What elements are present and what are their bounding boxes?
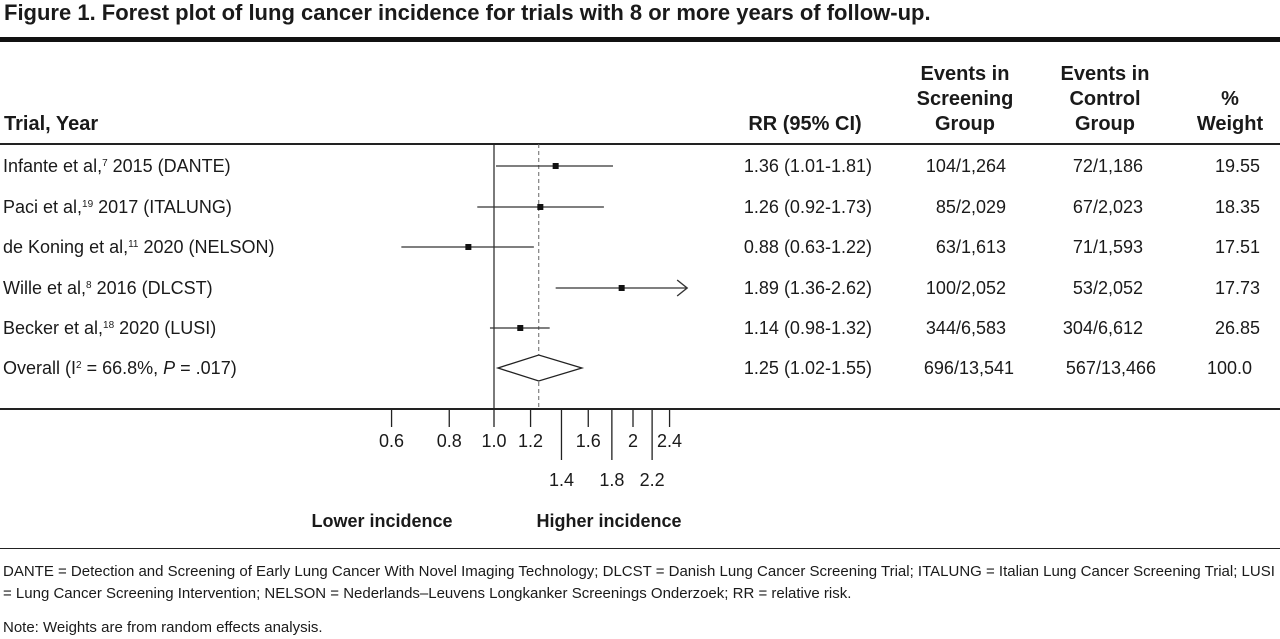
footnote-rule — [0, 548, 1280, 549]
point-estimate — [537, 204, 544, 210]
events-control-value: 53/2,052 — [1072, 278, 1143, 298]
weight-value: 19.55 — [1214, 156, 1260, 176]
header-events-screening: Events in Screening Group — [916, 63, 1014, 135]
events-control-value: 71/1,593 — [1072, 237, 1143, 257]
trial-label: Becker et al,18 2020 (LUSI) — [3, 318, 217, 338]
rr-ci-value: 1.26 (0.92-1.73) — [743, 197, 872, 217]
reference-number: 7 — [102, 158, 108, 169]
axis-tick-label: 0.8 — [437, 431, 462, 451]
rr-ci-value: 1.14 (0.98-1.32) — [743, 318, 872, 338]
reference-number: 11 — [128, 239, 139, 250]
header-events-control: Events in Control Group — [1060, 63, 1150, 135]
point-estimate — [618, 285, 625, 291]
axis-tick-label: 2.4 — [657, 431, 682, 451]
overall-label: Overall (I2 = 66.8%, P = .017) — [3, 358, 237, 378]
axis-tick-label: 2 — [628, 431, 638, 451]
rr-ci-value: 0.88 (0.63-1.22) — [743, 237, 872, 257]
point-estimate — [517, 325, 524, 331]
top-rule — [0, 37, 1280, 42]
point-estimate — [552, 163, 559, 169]
overall-events-screening: 696/13,541 — [923, 358, 1014, 378]
events-screening-value: 104/1,264 — [925, 156, 1006, 176]
header-rule — [0, 143, 1280, 145]
header-trial: Trial, Year — [4, 113, 99, 135]
weight-value: 18.35 — [1214, 197, 1260, 217]
overall-diamond — [495, 354, 585, 382]
trial-label: Infante et al,7 2015 (DANTE) — [3, 156, 231, 176]
point-estimate — [465, 244, 472, 250]
reference-number: 8 — [86, 280, 92, 291]
i-squared-superscript: 2 — [76, 360, 82, 371]
weights-note: Note: Weights are from random effects an… — [3, 619, 323, 636]
axis-tick-label: 1.8 — [599, 470, 624, 490]
trial-label: de Koning et al,11 2020 (NELSON) — [3, 237, 275, 257]
overall-weight: 100.0 — [1206, 358, 1252, 378]
trial-label: Paci et al,19 2017 (ITALUNG) — [3, 197, 232, 217]
events-screening-value: 100/2,052 — [925, 278, 1006, 298]
events-control-value: 67/2,023 — [1072, 197, 1143, 217]
p-symbol: P — [163, 358, 176, 378]
events-control-value: 72/1,186 — [1072, 156, 1143, 176]
events-screening-value: 344/6,583 — [925, 318, 1006, 338]
table-bottom-rule — [0, 408, 1280, 410]
axis-tick-label: 1.4 — [549, 470, 574, 490]
header-weight: % Weight — [1196, 88, 1264, 135]
abbreviations-footnote: DANTE = Detection and Screening of Early… — [3, 563, 1275, 602]
weight-value: 17.51 — [1214, 237, 1260, 257]
header-rr: RR (95% CI) — [748, 113, 862, 135]
figure-title: Figure 1. Forest plot of lung cancer inc… — [4, 0, 931, 25]
axis-tick-label: 1.6 — [576, 431, 601, 451]
events-screening-value: 85/2,029 — [935, 197, 1006, 217]
reference-number: 19 — [82, 199, 94, 210]
axis-tick-label: 1.2 — [518, 431, 543, 451]
weight-value: 26.85 — [1214, 318, 1260, 338]
ci-arrow — [676, 279, 689, 297]
lower-incidence-label: Lower incidence — [311, 511, 452, 531]
higher-incidence-label: Higher incidence — [536, 511, 681, 531]
rr-ci-value: 1.89 (1.36-2.62) — [743, 278, 872, 298]
overall-rr-ci-value: 1.25 (1.02-1.55) — [743, 358, 872, 378]
events-control-value: 304/6,612 — [1062, 318, 1143, 338]
events-screening-value: 63/1,613 — [935, 237, 1006, 257]
overall-events-control: 567/13,466 — [1065, 358, 1156, 378]
axis-tick-label: 2.2 — [640, 470, 665, 490]
axis-tick-label: 0.6 — [379, 431, 404, 451]
rr-ci-value: 1.36 (1.01-1.81) — [743, 156, 872, 176]
trial-label: Wille et al,8 2016 (DLCST) — [3, 278, 213, 298]
axis-tick-label: 1.0 — [481, 431, 506, 451]
reference-number: 18 — [103, 320, 115, 331]
weight-value: 17.73 — [1214, 278, 1260, 298]
